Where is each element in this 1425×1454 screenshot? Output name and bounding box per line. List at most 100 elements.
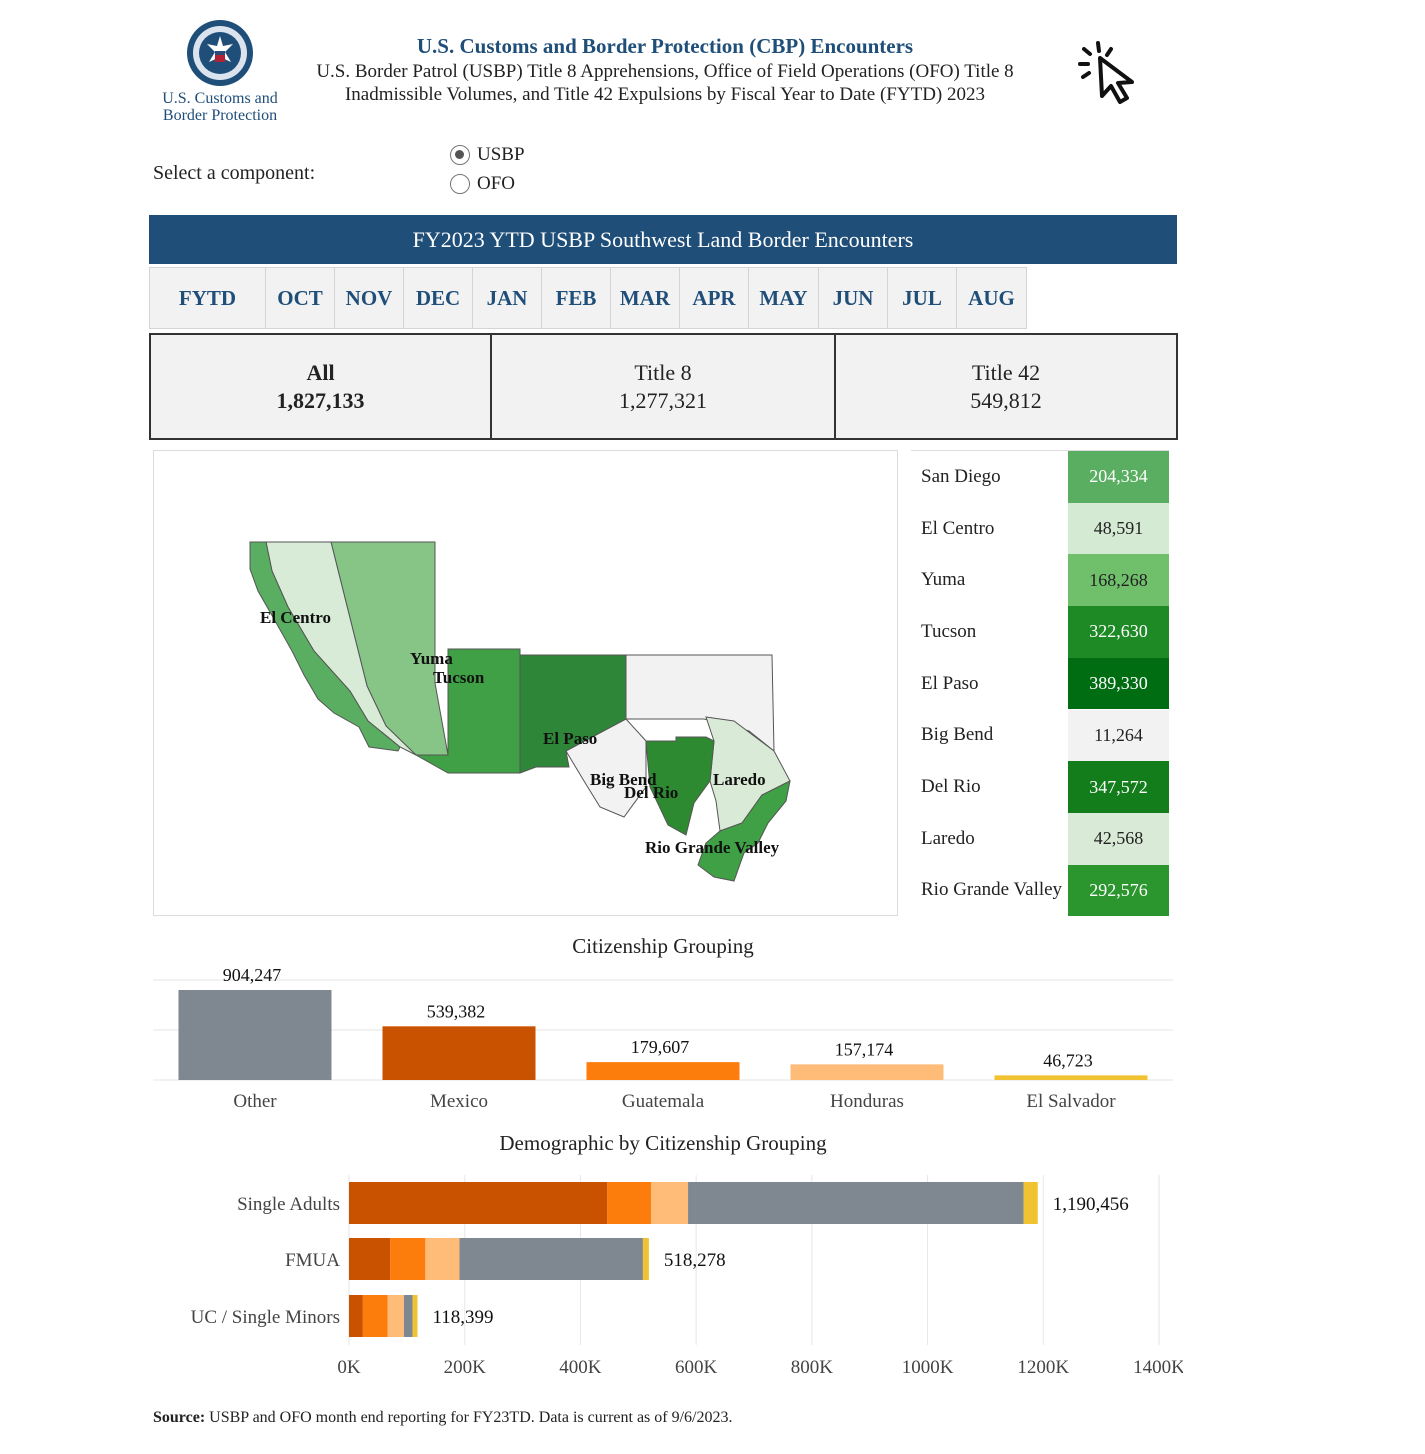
map-label-el-centro: El Centro bbox=[260, 608, 331, 627]
sector-value: 347,572 bbox=[1068, 761, 1169, 813]
sector-value: 322,630 bbox=[1068, 606, 1169, 658]
demographic-bar-segment[interactable] bbox=[1023, 1182, 1038, 1224]
sector-name: Tucson bbox=[921, 620, 977, 642]
cbp-logo: U.S. Customs and Border Protection bbox=[150, 18, 290, 128]
summary-title8[interactable]: Title 8 1,277,321 bbox=[490, 333, 836, 440]
demographic-bar-segment[interactable] bbox=[349, 1238, 391, 1280]
tab-jan[interactable]: JAN bbox=[472, 267, 542, 329]
demographic-chart: 0K 200K 400K 600K 800K 1000K 1200K 1400K Single … bbox=[191, 1175, 1183, 1378]
demographic-bar-segment[interactable] bbox=[349, 1295, 363, 1337]
citizenship-category-label: Other bbox=[233, 1091, 277, 1112]
map-region-del-rio[interactable] bbox=[645, 736, 715, 836]
citizenship-bar[interactable] bbox=[790, 1064, 944, 1080]
demographic-bar-segment[interactable] bbox=[362, 1295, 388, 1337]
citizenship-chart: 904,247 Other 539,382 Mexico 179,607 Guatemal… bbox=[153, 965, 1173, 1112]
tab-jun[interactable]: JUN bbox=[818, 267, 888, 329]
citizenship-bar-value: 539,382 bbox=[427, 1001, 486, 1021]
demographic-tick-label: 0K bbox=[337, 1357, 361, 1378]
radio-usbp[interactable]: USBP bbox=[450, 143, 525, 167]
sector-table: San Diego 204,334 El Centro 48,591 Yuma 168,2… bbox=[911, 450, 1169, 917]
page-subtitle: U.S. Border Patrol (USBP) Title 8 Appreh… bbox=[290, 60, 1040, 106]
sector-value: 48,591 bbox=[1068, 502, 1169, 555]
demographic-bar-segment[interactable] bbox=[349, 1182, 608, 1224]
demographic-bar-segment[interactable] bbox=[390, 1238, 426, 1280]
sector-row[interactable]: Rio Grande Valley 292,576 bbox=[911, 864, 1169, 917]
map-label-del-rio: Del Rio bbox=[624, 783, 678, 802]
sector-row[interactable]: Tucson 322,630 bbox=[911, 606, 1169, 658]
demographic-bar-segment[interactable] bbox=[403, 1295, 413, 1337]
sector-value: 292,576 bbox=[1068, 864, 1169, 917]
demographic-total-label: 118,399 bbox=[433, 1307, 494, 1328]
citizenship-category-label: Guatemala bbox=[622, 1091, 705, 1112]
demographic-tick-label: 800K bbox=[791, 1357, 834, 1378]
citizenship-bar-value: 179,607 bbox=[631, 1037, 690, 1057]
sector-row[interactable]: Big Bend 11,264 bbox=[911, 709, 1169, 762]
map-region-tucson[interactable] bbox=[414, 648, 521, 774]
demographic-bar-segment[interactable] bbox=[425, 1238, 460, 1280]
sector-name: Rio Grande Valley bbox=[921, 879, 1063, 901]
demographic-tick-label: 1000K bbox=[902, 1357, 954, 1378]
citizenship-bar[interactable] bbox=[178, 990, 332, 1080]
source-label: Source: bbox=[153, 1409, 206, 1426]
demographic-bar-segment[interactable] bbox=[387, 1295, 404, 1337]
map-label-laredo: Laredo bbox=[713, 770, 766, 789]
demographic-bar-segment[interactable] bbox=[607, 1182, 652, 1224]
subtitle-line2: Inadmissible Volumes, and Title 42 Expul… bbox=[344, 84, 986, 105]
source-text: USBP and OFO month end reporting for FY2… bbox=[205, 1409, 733, 1426]
radio-button-ofo[interactable] bbox=[450, 174, 470, 194]
sector-row[interactable]: Yuma 168,268 bbox=[911, 554, 1169, 607]
tab-mar[interactable]: MAR bbox=[610, 267, 680, 329]
demographic-chart-title: Demographic by Citizenship Grouping bbox=[499, 1131, 827, 1155]
sector-name: Yuma bbox=[921, 569, 966, 591]
citizenship-category-label: El Salvador bbox=[1026, 1091, 1116, 1112]
demographic-bar-segment[interactable] bbox=[412, 1295, 418, 1337]
citizenship-bar[interactable] bbox=[382, 1026, 536, 1080]
tab-aug[interactable]: AUG bbox=[956, 267, 1027, 329]
citizenship-category-label: Mexico bbox=[430, 1091, 488, 1112]
demographic-bar-segment[interactable] bbox=[688, 1182, 1024, 1224]
citizenship-bar-value: 904,247 bbox=[223, 965, 282, 985]
map-region-big-bend[interactable] bbox=[565, 718, 647, 818]
summary-all-label: All bbox=[306, 360, 335, 385]
tab-jul[interactable]: JUL bbox=[887, 267, 957, 329]
tab-feb[interactable]: FEB bbox=[541, 267, 611, 329]
tab-may[interactable]: MAY bbox=[748, 267, 819, 329]
radio-label-usbp: USBP bbox=[477, 144, 525, 165]
radio-button-usbp[interactable] bbox=[450, 145, 470, 165]
demographic-tick-label: 400K bbox=[559, 1357, 602, 1378]
demographic-category-label: Single Adults bbox=[237, 1194, 340, 1215]
tab-nov[interactable]: NOV bbox=[334, 267, 404, 329]
demographic-bar-segment[interactable] bbox=[651, 1182, 689, 1224]
summary-all[interactable]: All 1,827,133 bbox=[149, 333, 492, 440]
tab-apr[interactable]: APR bbox=[679, 267, 749, 329]
citizenship-chart-title: Citizenship Grouping bbox=[572, 934, 754, 958]
summary-title42[interactable]: Title 42 549,812 bbox=[834, 333, 1178, 440]
subtitle-line1: U.S. Border Patrol (USBP) Title 8 Appreh… bbox=[316, 61, 1014, 82]
sector-row[interactable]: San Diego 204,334 bbox=[911, 451, 1169, 503]
sector-value: 11,264 bbox=[1068, 709, 1169, 762]
demographic-bar-segment[interactable] bbox=[642, 1238, 649, 1280]
sector-name: El Centro bbox=[921, 517, 995, 539]
page-title: U.S. Customs and Border Protection (CBP)… bbox=[416, 34, 914, 58]
tab-oct[interactable]: OCT bbox=[265, 267, 335, 329]
sector-row[interactable]: Del Rio 347,572 bbox=[911, 761, 1169, 813]
sector-row[interactable]: El Paso 389,330 bbox=[911, 657, 1169, 710]
tab-fytd[interactable]: FYTD bbox=[149, 267, 266, 329]
demographic-bar-segment[interactable] bbox=[459, 1238, 643, 1280]
sector-row[interactable]: Laredo 42,568 bbox=[911, 812, 1169, 865]
demographic-category-label: FMUA bbox=[285, 1250, 340, 1271]
map-label-el-paso: El Paso bbox=[543, 729, 597, 748]
demographic-tick-label: 200K bbox=[444, 1357, 487, 1378]
map-region-san-diego[interactable] bbox=[249, 541, 401, 752]
citizenship-bar[interactable] bbox=[586, 1062, 740, 1080]
sector-name: Laredo bbox=[921, 827, 975, 849]
map-region-rio-grande-valley[interactable] bbox=[697, 780, 791, 882]
sector-value: 389,330 bbox=[1068, 657, 1169, 710]
radio-ofo[interactable]: OFO bbox=[450, 172, 515, 196]
demographic-tick-label: 600K bbox=[675, 1357, 718, 1378]
sector-row[interactable]: El Centro 48,591 bbox=[911, 502, 1169, 555]
section-banner: FY2023 YTD USBP Southwest Land Border En… bbox=[149, 215, 1177, 264]
tab-dec[interactable]: DEC bbox=[403, 267, 473, 329]
logo-text: U.S. Customs and Border Protection bbox=[150, 90, 290, 124]
citizenship-bar[interactable] bbox=[994, 1075, 1148, 1080]
